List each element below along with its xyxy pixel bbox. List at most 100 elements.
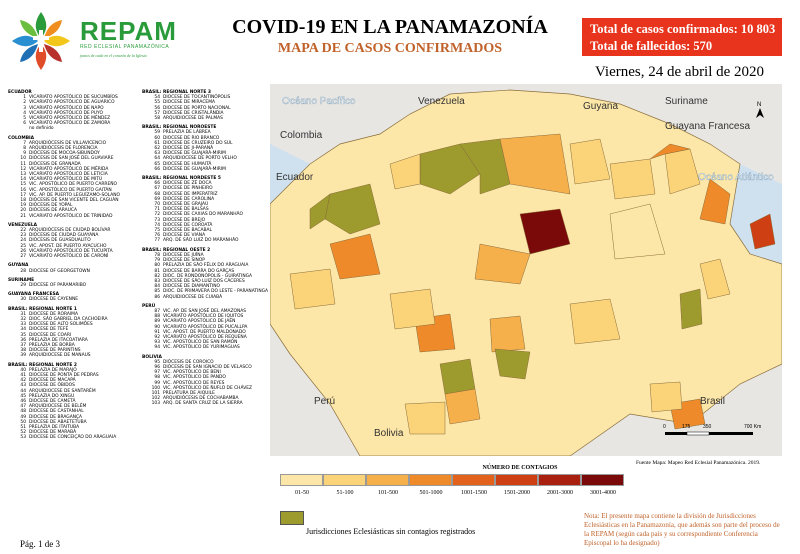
list-item-number: 70 [154, 202, 160, 208]
list-item: 74 DIOCESE DE COROATÁ [142, 223, 272, 228]
list-item-number: 79 [154, 258, 160, 264]
list-item: 52 DIOCESE DE MARABÁ [8, 430, 138, 435]
list-item: 50 DIOCESE DE ABAETETUBA [8, 420, 138, 425]
list-item-number: 83 [154, 278, 160, 284]
list-item: 79 DIOCESE DE SINOP [142, 258, 272, 263]
list-item-number: 102 [151, 396, 160, 402]
list-item-label: VIC. APOSTÓLICO DE SAN RAMÓN [163, 340, 238, 346]
list-item-label: DIÓCESIS DE SAN JOSÉ DEL GUAVIARE [29, 156, 114, 162]
list-item-number: 64 [154, 156, 160, 162]
list-item-label: VIC. APOSTÓLICO DE YURIMAGUAS [163, 345, 240, 351]
list-item: 27 VICARIATO APOSTÓLICO DE CARONÍ [8, 254, 138, 259]
list-item-label: VICARIATO APOSTÓLICO DE PUYO [29, 110, 103, 116]
list-item-label: VICARIATO APOSTÓLICO DE ZAMORA [29, 121, 111, 127]
list-item-number: 18 [20, 198, 26, 204]
list-item: 53 DIOCESE DE CONCEIÇÃO DO ARAGUAIA [8, 435, 138, 440]
list-item-label: VIC. APOST. DE PUERTO MALDONADO [163, 329, 246, 335]
list-item-label: DIOCESE DE BREJO [163, 217, 206, 223]
list-section-heading: BOLIVIA [142, 354, 162, 360]
list-item-label: DIÓCESIS DE ARAUCA [29, 208, 77, 214]
list-item-label: DIOCESE DE JUÍNA [163, 252, 204, 258]
list-item: 43 DIOCESE DE ÓBIDOS [8, 383, 138, 388]
list-item-label: ARQUIDIOCESE DE SANTARÉM [29, 388, 96, 394]
list-item-number: 15 [20, 182, 26, 188]
list-item-number: 77 [154, 238, 160, 244]
list-section-heading: SURINAME [8, 277, 35, 283]
list-item-number: 86 [154, 294, 160, 300]
list-item-number: 74 [154, 222, 160, 228]
list-item-label: DIÓCESIS DE COROICO [163, 359, 214, 365]
list-item-number: 88 [154, 314, 160, 320]
list-item: 93 VIC. APOSTÓLICO DE SAN RAMÓN [142, 340, 272, 345]
list-item-label: ARQUIDIOCESE DE CUIABÁ [163, 294, 223, 300]
list-item-number: 51 [20, 424, 26, 430]
north-arrow: N [756, 102, 764, 118]
repam-logo [11, 11, 71, 71]
legend-swatch [323, 474, 366, 486]
list-section-heading: GUYANA [8, 263, 29, 269]
list-item: 61 DIOCESE DE CRUZEIRO DO SUL [142, 141, 272, 146]
list-item-label: VIC. APOSTÓLICO DE BENI [163, 370, 221, 376]
list-item-number: 99 [154, 380, 160, 386]
list-item-label: DIOCESE DE MARABÁ [29, 430, 77, 436]
label-brasil: Brasil [700, 396, 725, 407]
list-item: 102 ARQUIDIÓCESIS DE COCHABAMBA [142, 396, 272, 401]
list-item-label: DIOCESE DE CAROLINA [163, 196, 215, 202]
outside-region-sw [270, 324, 360, 456]
list-item-label: ARQUIDIOCESE DE BELÉM [29, 404, 87, 410]
list-item-label: DIOCESE DE JI-PARANÁ [163, 146, 214, 152]
legend-label: 3001-4000 [590, 490, 616, 496]
list-item: 103 ARQ. DE SANTA CRUZ DE LA SIERRA [142, 401, 272, 406]
list-item-number: 90 [154, 324, 160, 330]
list-item-label: ARQ. DE SANTA CRUZ DE LA SIERRA [163, 401, 243, 407]
list-item: 69 DIOCESE DE CAROLINA [142, 197, 272, 202]
list-item-label: PRELAZIA DE LÁBREA [163, 130, 211, 136]
list-item-number: 5 [23, 116, 26, 122]
list-item-number: 101 [151, 390, 160, 396]
list-item-number: 56 [154, 105, 160, 111]
list-item-label: DIOC. SÃO GABRIEL DA CACHOEIRA [29, 316, 108, 322]
scale-bar: 0 175 350 700 Km [663, 424, 761, 436]
list-section-heading: COLOMBIA [8, 135, 35, 141]
list-item: no definido [8, 126, 138, 131]
list-item-label: DIOCESE DE ZÉ DOCA [163, 181, 212, 187]
list-item-number: 9 [23, 151, 26, 157]
list-item: 1 VICARIATO APOSTÓLICO DE SUCUMBÍOS [8, 95, 138, 100]
list-item: 81 DIOCESE DE BARRA DO GARÇAS [142, 269, 272, 274]
list-item-number: 52 [20, 430, 26, 436]
list-item-number: 66 [154, 166, 160, 172]
list-item-label: PRELAZIA DE ITACOATIARA [29, 337, 88, 343]
list-item-number: 97 [154, 370, 160, 376]
list-item-label: ARQUIDIÓCESIS DE COCHABAMBA [163, 396, 239, 402]
list-item-number: 22 [20, 228, 26, 234]
list-item-label: DIOCESE DE GUAJARÁ-MIRIM [163, 166, 226, 172]
list-item-number: 4 [23, 110, 26, 116]
list-item-number: 91 [154, 329, 160, 335]
list-item-number: 82 [154, 273, 160, 279]
list-item-label: PRELAZIA DE BORBA [29, 342, 75, 348]
list-item-number: 19 [20, 203, 26, 209]
list-item: 31 DIOCESE DE RORAIMA [8, 312, 138, 317]
no-case-swatch [280, 511, 304, 525]
page-number: Pág. 1 de 3 [20, 539, 60, 549]
list-item-number: 10 [20, 156, 26, 162]
list-item-number: 8 [23, 146, 26, 152]
list-item-number: 73 [154, 217, 160, 223]
list-item-label: VICARIATO APOSTÓLICO DE IQUITOS [163, 314, 244, 320]
legend-swatch [538, 474, 581, 486]
list-item-number: 98 [154, 375, 160, 381]
list-item-label: DIOCESE DE PINHEIRO [163, 186, 213, 192]
jurisdiction-column-2: BRASIL: REGIONAL NORTE 3 54 DIOCESE DE TOC… [142, 86, 272, 407]
list-item-number: 61 [154, 140, 160, 146]
list-item-number: 87 [154, 308, 160, 314]
pacific-ocean [270, 144, 310, 204]
list-item: 21 VICARIATO APOSTÓLICO DE TRINIDAD [8, 214, 138, 219]
list-item-label: PRELAZIA DE ITAITUBA [29, 424, 80, 430]
list-item-label: DIÓCESIS DE YOPAL [29, 203, 73, 209]
list-item-label: VICARIATO APOSTÓLICO DE PUCALLPA [163, 324, 248, 330]
list-item: 58 ARQUIDIOCESE DE PALMAS [142, 116, 272, 121]
list-item: 96 DIÓCESIS DE SAN IGNACIO DE VELASCO [142, 365, 272, 370]
list-item: 38 DIOCESE DE PARINTINS [8, 348, 138, 353]
list-item-number: 6 [23, 121, 26, 127]
list-item: 17 VIC. AP. DE PUERTO LEGUÍZAMO-SOLANO [8, 193, 138, 198]
